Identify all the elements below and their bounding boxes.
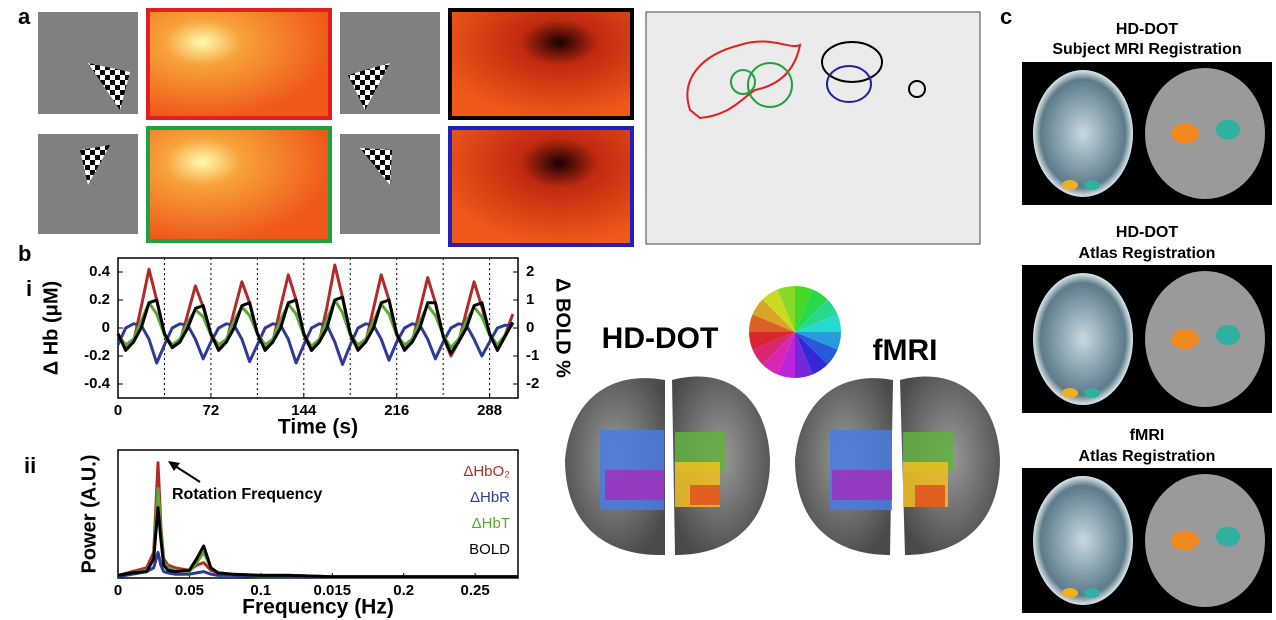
x-tick-label: 288 [477,402,502,419]
map-label: fMRI [873,334,938,367]
activation [1062,388,1078,398]
activation [1171,531,1199,551]
heat-map [148,10,330,118]
series-line [118,552,518,576]
y-axis-label: Δ Hb (μM) [40,281,62,375]
x-tick-label: 0.25 [461,582,490,599]
heat-map [450,10,632,118]
y-tick-label: -0.2 [84,347,110,364]
panel-label: b [18,241,31,266]
y-axis-label: Power (A.U.) [78,455,100,574]
activation [1216,527,1240,547]
image-title: Atlas Registration [1079,245,1216,262]
legend-entry: ΔHbO₂ [463,463,510,480]
center-maps: HD-DOT fMRI [565,286,1000,555]
x-tick-label: 0 [114,402,122,419]
activation [1171,329,1199,349]
mri-slice [1033,476,1133,605]
cortex [1145,68,1265,199]
y-tick-label: 0.2 [89,291,110,308]
y2-axis-label: Δ BOLD % [552,278,574,378]
x-axis-label: Frequency (Hz) [242,596,394,619]
series-line [118,463,518,577]
y2-tick-label: -2 [526,375,539,392]
y2-tick-label: 1 [526,291,534,308]
x-tick-label: 0.2 [393,582,414,599]
activation [1216,325,1240,345]
activation [1171,124,1199,144]
legend-entry: ΔHbT [472,515,510,532]
activation [1084,588,1100,598]
x-tick-label: 0.05 [175,582,204,599]
panel-c: c HD-DOT Subject MRI Registration HD-DOT… [1000,4,1272,613]
x-tick-label: 72 [203,402,220,419]
map-region [832,470,892,500]
color-wheel [749,286,841,378]
series-line [118,508,518,577]
registration-images [1022,62,1272,613]
figure: a b i ii HD-DOT fMRI [0,0,1276,620]
panel-label: i [26,276,32,301]
panel-a: a [18,4,980,245]
y-tick-label: -0.4 [84,375,111,392]
mri-slice [1033,273,1133,405]
contour-panel [646,12,980,244]
x-tick-label: 0 [114,582,122,599]
mri-slice [1033,70,1133,197]
image-title: HD-DOT [1116,224,1178,241]
legend-entry: BOLD [469,541,510,558]
cortex [1145,474,1265,607]
panel-label: c [1000,4,1012,29]
x-tick-label: 216 [384,402,409,419]
map-label: HD-DOT [602,322,719,355]
image-title: HD-DOT [1116,21,1178,38]
annotation: Rotation Frequency [172,486,322,503]
image-title: Atlas Registration [1079,448,1216,465]
map-region [690,485,720,505]
heat-map [450,128,632,245]
arrow-head [168,461,180,471]
x-axis-label: Time (s) [278,416,358,439]
heat-map [148,128,330,241]
activation [1062,180,1078,190]
plot-frame [118,258,518,398]
panel-b: b i ii [18,241,36,478]
y-tick-label: 0.4 [89,263,111,280]
activation [1062,588,1078,598]
image-title: Subject MRI Registration [1052,41,1241,58]
panel-label: ii [24,453,36,478]
y2-tick-label: -1 [526,347,539,364]
y-tick-label: 0 [102,319,110,336]
y2-tick-label: 2 [526,263,534,280]
image-title: fMRI [1130,427,1165,444]
y2-tick-label: 0 [526,319,534,336]
plot-frame [118,450,518,578]
activation [1084,180,1100,190]
cortex [1145,271,1265,407]
map-region [915,485,945,507]
panel-label: a [18,4,31,29]
activation [1084,388,1100,398]
legend-entry: ΔHbR [470,489,510,506]
map-region [605,470,664,500]
activation [1216,120,1240,140]
